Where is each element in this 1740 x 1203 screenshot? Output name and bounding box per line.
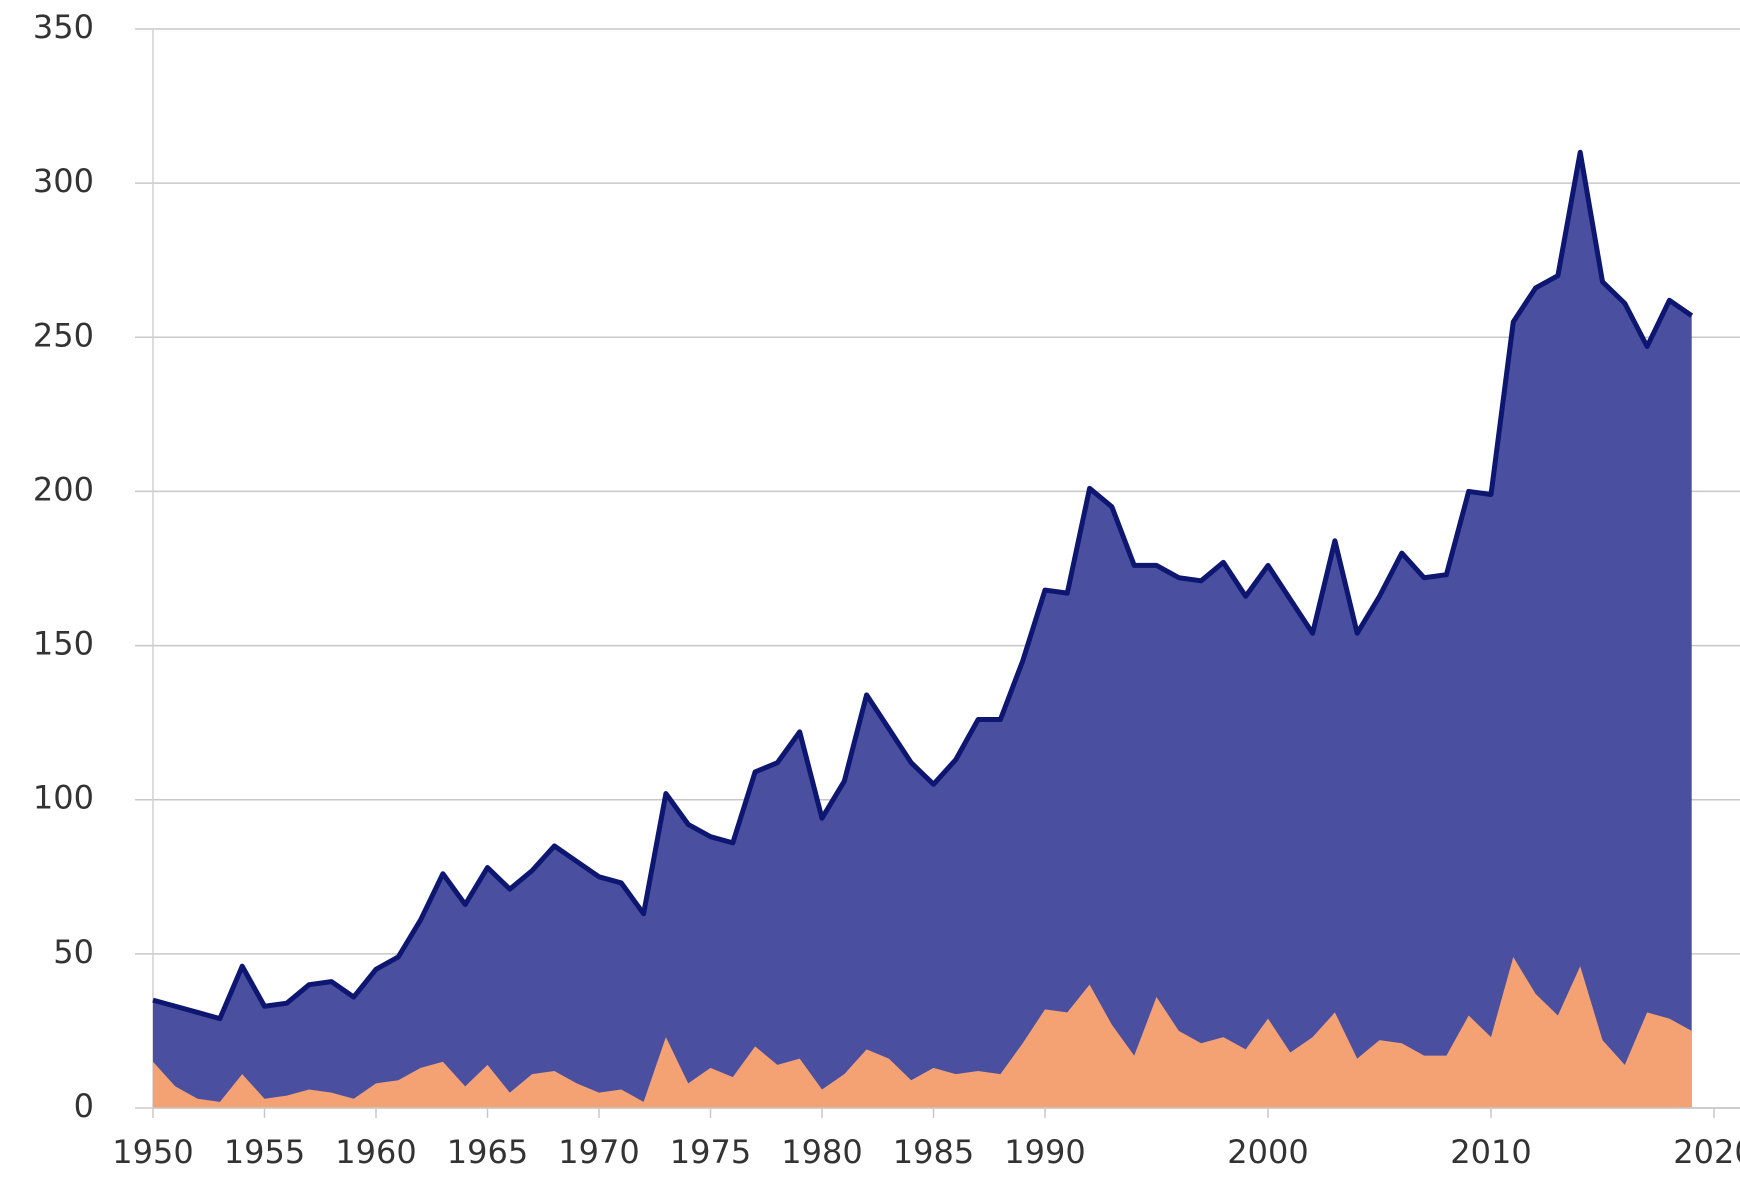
y-tick-label: 350	[33, 8, 94, 46]
area	[153, 956, 1692, 1108]
x-tick-label: 1990	[1004, 1133, 1085, 1171]
x-tick-label: 1965	[447, 1133, 528, 1171]
x-tick-label: 1950	[112, 1133, 193, 1171]
x-tick-label: 1970	[558, 1133, 639, 1171]
x-tick-label: 1960	[335, 1133, 416, 1171]
x-tick-label: 1955	[224, 1133, 305, 1171]
y-tick-label: 0	[74, 1087, 94, 1125]
y-tick-label: 200	[33, 470, 94, 508]
y-tick-label: 250	[33, 316, 94, 354]
x-tick-label: 2020	[1673, 1133, 1740, 1171]
area-line	[152, 149, 1694, 1022]
y-tick-label: 300	[33, 162, 94, 200]
x-tick-label: 2000	[1227, 1133, 1308, 1171]
x-tick-label: 1985	[893, 1133, 974, 1171]
y-tick-label: 50	[53, 933, 94, 971]
x-tick-label: 2010	[1450, 1133, 1531, 1171]
y-tick-label: 100	[33, 779, 94, 817]
x-tick-label: 1975	[670, 1133, 751, 1171]
area	[153, 152, 1692, 1109]
y-tick-label: 150	[33, 625, 94, 663]
x-tick-label: 1980	[781, 1133, 862, 1171]
